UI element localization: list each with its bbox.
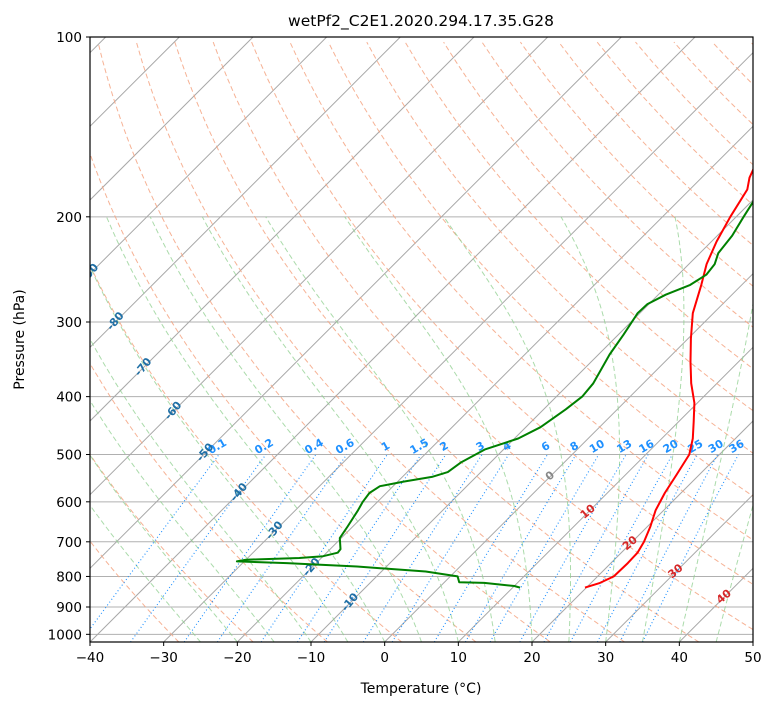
y-axis-ticks: 100 200 300 400 500 600 700 800 900 1000 [48, 30, 90, 643]
x-tick-label: −20 [223, 650, 252, 666]
dewpoint-profile-line [235, 200, 753, 589]
isotherm-line [90, 37, 328, 275]
mixing-ratio-lines [90, 454, 739, 642]
chart-title: wetPf2_C2E1.2020.294.17.35.G28 [288, 12, 554, 31]
y-tick-label: 500 [56, 448, 82, 464]
dry-adiabat-line [174, 41, 700, 642]
y-axis-label: Pressure (hPa) [12, 289, 28, 389]
mixing-ratio-line [90, 454, 220, 630]
x-tick-label: 50 [744, 650, 761, 666]
dry-adiabat-line [90, 264, 403, 642]
mixing-ratio-line [323, 454, 447, 642]
isotherm-line [310, 199, 753, 642]
dry-adiabat-line [135, 41, 625, 642]
moist-adiabat-line [106, 216, 386, 642]
y-tick-label: 300 [56, 315, 82, 331]
x-tick-label: 30 [597, 650, 614, 666]
isotherm-gridlines [90, 37, 753, 642]
y-tick-label: 900 [56, 600, 82, 616]
plot-area: 0.10.20.40.611.52346810131620253036-100-… [79, 37, 753, 642]
plot-frame [89, 36, 754, 643]
x-tick-label: −30 [149, 650, 178, 666]
moist-adiabat-line [90, 504, 201, 642]
isotherm-line [384, 272, 753, 642]
mixing-ratio-line [183, 454, 317, 642]
dry-adiabat-line [404, 41, 753, 412]
sounding-profiles [235, 167, 753, 589]
y-tick-label: 100 [56, 30, 82, 46]
moist-adiabat-line [344, 216, 533, 642]
mixing-ratio-line [569, 454, 673, 642]
moist-adiabat-line [201, 216, 459, 642]
isotherm-line [531, 420, 753, 642]
dry-adiabat-line [212, 41, 753, 631]
x-tick-label: −40 [76, 650, 105, 666]
mixing-ratio-line [216, 454, 348, 642]
dry-adiabat-line [327, 41, 753, 497]
isotherm-line [90, 37, 401, 349]
x-tick-label: 10 [450, 650, 467, 666]
x-tick-label: −10 [297, 650, 326, 666]
mixing-ratio-line [519, 454, 627, 642]
moist-adiabat-line [90, 399, 275, 642]
isotherm-line [605, 493, 753, 642]
dry-adiabat-line [251, 41, 753, 585]
dry-adiabat-line [90, 453, 254, 642]
isotherm-line [163, 51, 753, 642]
y-tick-label: 200 [56, 210, 82, 226]
x-tick-label: 20 [523, 650, 540, 666]
isotherm-line [457, 346, 753, 642]
moist-adiabat-line [265, 216, 496, 642]
isotherm-line [236, 125, 753, 642]
y-tick-label: 400 [56, 390, 82, 406]
y-tick-label: 800 [56, 569, 82, 585]
moist-adiabat-line [678, 301, 753, 642]
moist-adiabat-line [715, 503, 753, 642]
moist-adiabat-line [642, 216, 685, 642]
dry-adiabat-line [97, 41, 551, 642]
moist-adiabat-line [90, 265, 349, 642]
x-tick-label: 0 [380, 650, 389, 666]
y-tick-label: 1000 [48, 627, 82, 643]
mixing-ratio-line [130, 454, 267, 642]
dry-adiabats [90, 41, 753, 642]
dry-adiabat-line [90, 362, 328, 642]
dry-adiabat-line [289, 41, 753, 541]
x-axis-ticks: −40 −30 −20 −10 0 10 20 30 40 50 [76, 642, 762, 666]
moist-adiabat-line [90, 454, 238, 642]
x-tick-label: 40 [671, 650, 688, 666]
isotherm-line [90, 37, 696, 642]
moist-adiabat-line [149, 216, 422, 642]
dry-adiabat-line [90, 152, 477, 642]
dry-adiabat-label: -90 [79, 261, 102, 285]
isotherm-line [90, 37, 254, 201]
isotherm-line [90, 37, 549, 496]
moist-adiabat-line [90, 338, 312, 642]
mixing-ratio-line [464, 454, 577, 642]
temperature-profile-line [584, 167, 753, 589]
mixing-ratio-line [362, 454, 483, 642]
y-tick-label: 700 [56, 535, 82, 551]
mixing-ratio-line [543, 454, 649, 642]
dry-adiabat-line [90, 540, 180, 642]
y-tick-label: 600 [56, 495, 82, 511]
x-axis-label: Temperature (°C) [360, 681, 482, 697]
